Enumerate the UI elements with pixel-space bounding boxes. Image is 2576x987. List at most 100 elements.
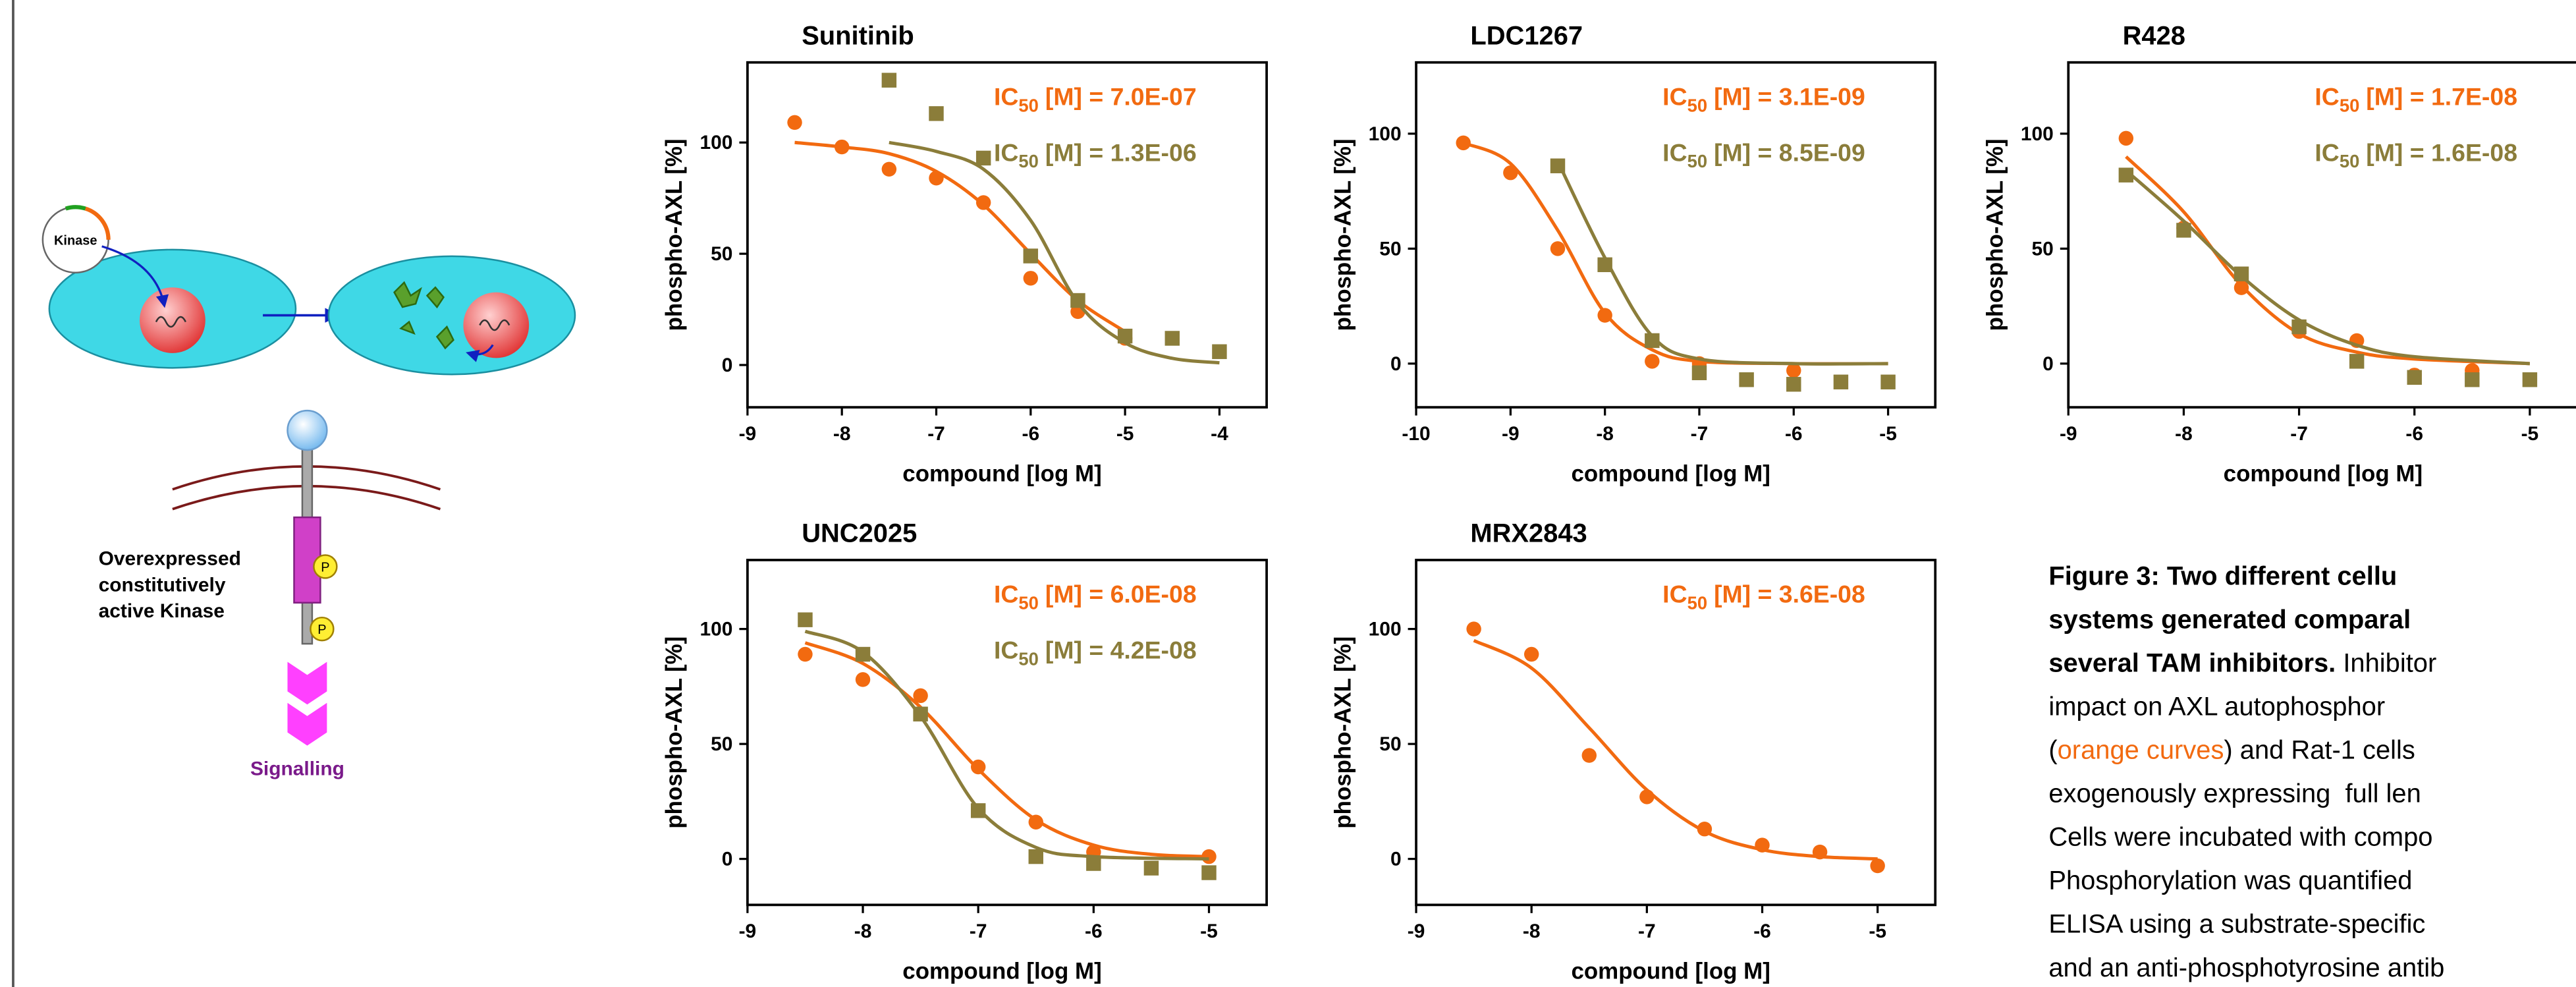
y-tick-label: 50 bbox=[2032, 238, 2054, 260]
ic50-subscript: 50 bbox=[2340, 151, 2359, 171]
data-point bbox=[1070, 293, 1085, 308]
data-point bbox=[855, 646, 871, 662]
x-axis-label: compound [log M] bbox=[1571, 461, 1770, 486]
y-tick-label: 100 bbox=[700, 619, 733, 640]
caption-text: impact on AXL autophosphor bbox=[2048, 692, 2385, 721]
data-point bbox=[1086, 856, 1101, 871]
y-tick-label: 100 bbox=[1369, 619, 1402, 640]
x-tick-label: -6 bbox=[1753, 920, 1771, 942]
data-point bbox=[1691, 365, 1707, 381]
y-tick-label: 50 bbox=[1379, 238, 1401, 260]
ic50-prefix: IC bbox=[994, 138, 1018, 166]
ic50-text: [M] = 3.6E-08 bbox=[1714, 580, 1865, 608]
x-tick-label: -8 bbox=[1596, 423, 1614, 445]
dna bbox=[155, 316, 186, 328]
caption-text: systems generated comparal bbox=[2048, 605, 2411, 634]
data-point bbox=[1201, 849, 1217, 864]
x-tick-label: -7 bbox=[2290, 423, 2308, 445]
caption-text: exogenously expressing full len bbox=[2048, 779, 2421, 808]
cell bbox=[327, 255, 576, 376]
data-point bbox=[1523, 646, 1539, 662]
fit-curve bbox=[1462, 141, 1888, 366]
data-point bbox=[1833, 374, 1849, 389]
data-point bbox=[1212, 344, 1227, 359]
chart-title: R428 bbox=[2123, 21, 2185, 50]
ic50-label: IC50 [M] = 1.7E-08 bbox=[2315, 83, 2517, 116]
data-point bbox=[1143, 860, 1159, 876]
data-point bbox=[1786, 377, 1801, 392]
ic50-label: IC50 [M] = 8.5E-09 bbox=[1662, 138, 1865, 171]
data-point bbox=[1117, 328, 1133, 344]
x-tick-label: -9 bbox=[739, 423, 757, 445]
chart: LDC1267 -10 -9 -8 -7 -6 -5 0 50 100 compound [log … bbox=[1330, 21, 1937, 486]
x-tick-label: -10 bbox=[1402, 423, 1430, 445]
ic50-prefix: IC bbox=[994, 636, 1018, 664]
x-tick-label: -8 bbox=[1523, 920, 1541, 942]
caption-line: and an anti-phosphotyrosine antib bbox=[2048, 953, 2444, 982]
data-point bbox=[1023, 248, 1039, 264]
data-point bbox=[929, 171, 944, 186]
caption-text: ( bbox=[2048, 736, 2058, 765]
dna bbox=[479, 319, 510, 331]
caption-line: Phosphorylation was quantified bbox=[2048, 866, 2412, 895]
plot-frame bbox=[2067, 61, 2576, 409]
y-tick-label: 50 bbox=[711, 243, 732, 265]
phospho-site bbox=[310, 616, 335, 642]
caption-text: orange curves bbox=[2058, 736, 2224, 765]
data-point bbox=[975, 150, 991, 166]
chart-title: MRX2843 bbox=[1470, 519, 1587, 548]
ic50-text: [M] = 1.7E-08 bbox=[2366, 83, 2517, 111]
y-tick-label: 0 bbox=[722, 849, 733, 870]
caption-text: Inhibitor bbox=[2336, 648, 2436, 677]
y-tick-label: 100 bbox=[700, 132, 733, 154]
ic50-subscript: 50 bbox=[1687, 95, 1707, 115]
x-axis-label: compound [log M] bbox=[2224, 461, 2423, 486]
chart: R428 -9 -8 -7 -6 -5 0 50 100 compound [log M] phos… bbox=[1982, 21, 2576, 486]
ic50-label: IC50 [M] = 3.1E-09 bbox=[1662, 83, 1865, 116]
data-point bbox=[1165, 331, 1180, 346]
data-point bbox=[1697, 822, 1713, 837]
fit-curve bbox=[1473, 638, 1878, 861]
x-axis-label: compound [log M] bbox=[902, 461, 1101, 486]
plasmid-promoter bbox=[65, 205, 86, 211]
x-tick-label: -7 bbox=[927, 423, 945, 445]
y-tick-label: 0 bbox=[1390, 353, 1402, 375]
ic50-text: [M] = 7.0E-07 bbox=[1045, 83, 1197, 111]
receptor-label: Overexpressed bbox=[99, 548, 241, 569]
data-point bbox=[913, 706, 928, 721]
data-point bbox=[1786, 363, 1801, 378]
data-point bbox=[1870, 858, 1885, 874]
ic50-prefix: IC bbox=[2315, 138, 2339, 166]
y-tick-label: 50 bbox=[711, 733, 732, 755]
ic50-label: IC50 [M] = 6.0E-08 bbox=[994, 580, 1197, 613]
signal-arrow bbox=[287, 702, 327, 746]
data-point bbox=[1755, 837, 1770, 853]
nucleus bbox=[463, 292, 530, 358]
x-tick-label: -5 bbox=[1879, 423, 1897, 445]
caption-line: ELISA using a substrate-specific bbox=[2048, 910, 2425, 939]
ic50-prefix: IC bbox=[994, 83, 1018, 111]
ic50-text: [M] = 1.3E-06 bbox=[1045, 138, 1197, 166]
data-point bbox=[1028, 814, 1043, 830]
data-point bbox=[2349, 354, 2365, 369]
caption-line: systems generated comparal bbox=[2048, 605, 2411, 634]
data-point bbox=[1201, 865, 1217, 880]
data-point bbox=[1466, 621, 1481, 636]
data-point bbox=[2465, 372, 2480, 387]
y-tick-label: 100 bbox=[1369, 123, 1402, 145]
ic50-text: [M] = 6.0E-08 bbox=[1045, 580, 1197, 608]
x-tick-label: -6 bbox=[1785, 423, 1803, 445]
ic50-prefix: IC bbox=[1662, 138, 1687, 166]
signal-label: Signalling bbox=[250, 758, 344, 779]
x-axis-label: compound [log M] bbox=[902, 959, 1101, 984]
data-point bbox=[834, 139, 850, 155]
plasmid-label: Kinase bbox=[54, 233, 97, 248]
data-point bbox=[1456, 135, 1471, 151]
ic50-label: IC50 [M] = 3.6E-08 bbox=[1662, 580, 1865, 613]
plot-frame bbox=[746, 61, 1268, 409]
chart: MRX2843 -9 -8 -7 -6 -5 0 50 100 compound [log M] p… bbox=[1330, 519, 1937, 984]
x-tick-label: -6 bbox=[2405, 423, 2423, 445]
x-tick-label: -9 bbox=[2060, 423, 2077, 445]
